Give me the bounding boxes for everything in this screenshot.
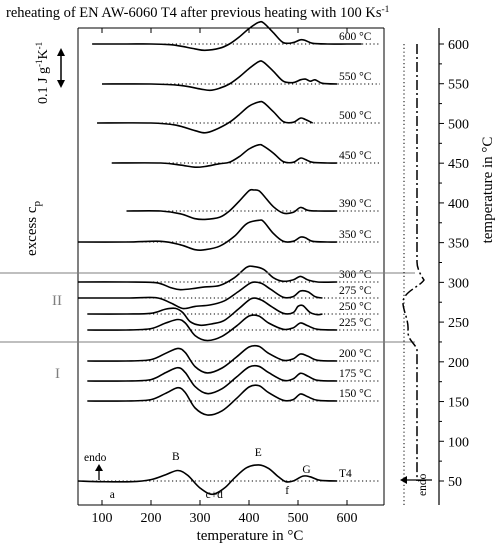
dsc-curve-300C bbox=[77, 265, 338, 291]
curve-label: 300 °C bbox=[339, 269, 372, 281]
scale-bar-unit: K bbox=[36, 49, 51, 59]
peak-label: B bbox=[172, 451, 180, 463]
x-tick-label: 500 bbox=[288, 511, 309, 526]
endo-label: endo bbox=[84, 452, 107, 464]
dsc-curve-T4 bbox=[77, 464, 338, 496]
scale-bar-sup2: -1 bbox=[34, 42, 44, 50]
scale-bar-arrow-up-icon bbox=[57, 48, 65, 56]
chart-title-text: reheating of EN AW-6060 T4 after previou… bbox=[6, 5, 382, 21]
right-endo-arrow-icon bbox=[400, 476, 407, 484]
x-axis-label: temperature in °C bbox=[197, 528, 304, 544]
dsc-curve-250C bbox=[87, 297, 323, 327]
endo-arrow-up-icon bbox=[95, 464, 103, 471]
right-endo-label: endo bbox=[417, 473, 429, 496]
x-tick-label: 400 bbox=[239, 511, 260, 526]
scale-bar-sup1: -1 bbox=[34, 60, 44, 68]
scale-bar-text: 0.1 J g bbox=[36, 67, 51, 104]
thermal-program-line bbox=[402, 44, 425, 481]
x-tick-label: 300 bbox=[190, 511, 211, 526]
right-tick-label: 450 bbox=[448, 157, 469, 172]
chart-title-superscript: -1 bbox=[382, 5, 390, 15]
curve-label: 600 °C bbox=[339, 31, 372, 43]
right-tick-label: 150 bbox=[448, 396, 469, 411]
curve-label: 200 °C bbox=[339, 348, 372, 360]
peak-label: c+d bbox=[206, 489, 224, 501]
scale-bar-arrow-down-icon bbox=[57, 80, 65, 88]
curve-label: 550 °C bbox=[339, 71, 372, 83]
curve-label: 500 °C bbox=[339, 110, 372, 122]
right-tick-label: 100 bbox=[448, 435, 469, 450]
curve-label: 150 °C bbox=[339, 388, 372, 400]
curve-label: 225 °C bbox=[339, 317, 372, 329]
peak-label: f bbox=[285, 485, 289, 497]
peak-label: a bbox=[110, 489, 115, 501]
x-tick-label: 100 bbox=[92, 511, 113, 526]
peak-annotations: a Bc+d Ef G bbox=[110, 447, 311, 501]
left-axis-label-text: excess c bbox=[24, 206, 40, 256]
x-axis-ticks: 100 200 300 400 500 600 bbox=[92, 28, 358, 526]
right-tick-label: 400 bbox=[448, 197, 469, 212]
right-tick-label: 550 bbox=[448, 78, 469, 93]
group-label-ii: II bbox=[52, 293, 62, 309]
x-tick-label: 600 bbox=[337, 511, 358, 526]
group-divider-lines bbox=[0, 272, 415, 343]
right-endo-indicator: endo bbox=[400, 473, 432, 496]
dsc-curve-275C bbox=[77, 281, 323, 310]
scale-bar: 0.1 J g-1K-1 bbox=[34, 42, 65, 104]
dsc-curve-350C bbox=[77, 219, 338, 252]
curve-label: 390 °C bbox=[339, 198, 372, 210]
right-temperature-axis: 50 100 150 200 250 300 350 400 450 500 550 600 bbox=[438, 28, 469, 505]
dsc-curve-500C bbox=[97, 100, 314, 134]
right-tick-label: 350 bbox=[448, 237, 469, 252]
right-tick-label: 300 bbox=[448, 276, 469, 291]
plot-frame bbox=[77, 27, 385, 506]
right-axis-label: temperature in °C bbox=[480, 137, 496, 244]
dsc-curve-150C bbox=[87, 384, 338, 416]
peak-label: G bbox=[302, 464, 310, 476]
curve-label: 175 °C bbox=[339, 368, 372, 380]
dsc-curve-200C bbox=[87, 344, 338, 374]
dsc-curve-550C bbox=[101, 60, 338, 92]
right-tick-label: 200 bbox=[448, 356, 469, 371]
dsc-curves bbox=[77, 20, 362, 496]
chart-title: reheating of EN AW-6060 T4 after previou… bbox=[6, 5, 390, 21]
dsc-curve-600C bbox=[92, 20, 362, 52]
scale-bar-label: 0.1 J g-1K-1 bbox=[34, 42, 51, 104]
left-axis-label-subscript: p bbox=[31, 200, 43, 206]
right-tick-label: 250 bbox=[448, 316, 469, 331]
right-tick-label: 50 bbox=[448, 475, 462, 490]
right-tick-label: 600 bbox=[448, 38, 469, 53]
curve-label: 350 °C bbox=[339, 229, 372, 241]
left-axis-label: excess cp bbox=[24, 200, 43, 256]
dsc-curve-390C bbox=[126, 188, 338, 221]
curve-label: 275 °C bbox=[339, 285, 372, 297]
right-tick-label: 500 bbox=[448, 117, 469, 132]
curve-label: 250 °C bbox=[339, 301, 372, 313]
dsc-curve-175C bbox=[87, 364, 338, 395]
curve-label: 450 °C bbox=[339, 150, 372, 162]
dsc-curve-450C bbox=[111, 143, 338, 169]
dsc-curve-225C bbox=[87, 314, 338, 342]
peak-label: E bbox=[255, 447, 262, 459]
endo-indicator: endo bbox=[84, 452, 107, 480]
x-tick-label: 200 bbox=[141, 511, 162, 526]
curve-label: T4 bbox=[339, 468, 352, 480]
dotted-baselines bbox=[92, 43, 380, 482]
curve-temperature-labels: 600 °C 550 °C 500 °C 450 °C 390 °C 350 °C 300 … bbox=[339, 31, 372, 480]
thermal-program-curve bbox=[402, 44, 425, 505]
group-label-i: I bbox=[55, 366, 60, 382]
